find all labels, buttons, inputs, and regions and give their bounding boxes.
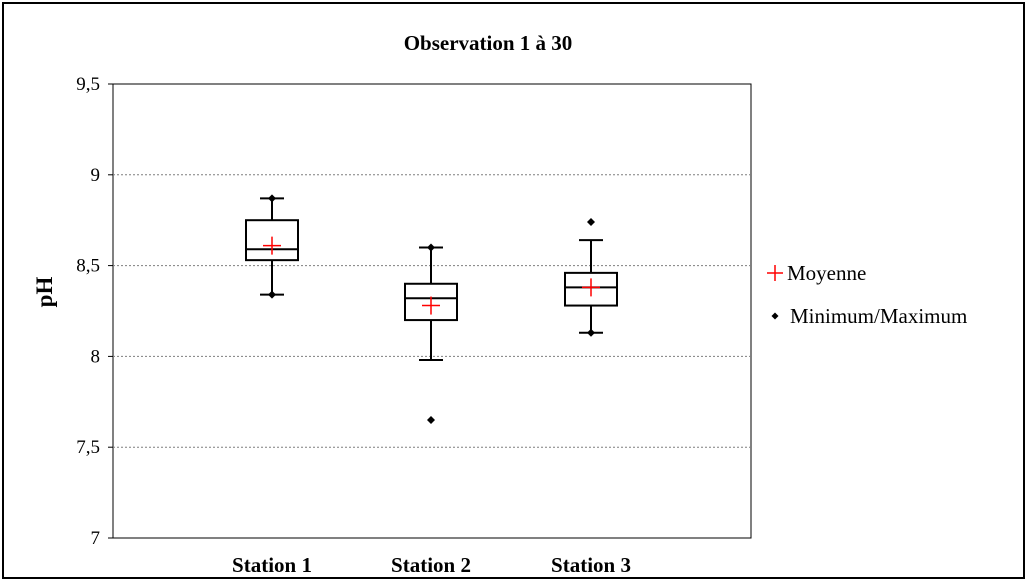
- y-axis-label: pH: [32, 277, 57, 308]
- y-tick-label: 7: [91, 528, 101, 549]
- legend: Moyenne Minimum/Maximum: [767, 261, 967, 328]
- y-tick-label: 9,5: [76, 74, 100, 95]
- maximum-marker: [587, 218, 595, 227]
- minimum-marker: [427, 415, 435, 424]
- legend-label-mean: Moyenne: [787, 261, 866, 285]
- x-tick-labels: Station 1 Station 2 Station 3: [232, 553, 631, 577]
- mean-marker: [263, 236, 281, 255]
- x-tick-label: Station 1: [232, 553, 312, 577]
- x-tick-label: Station 3: [551, 553, 631, 577]
- y-tick-label: 8: [91, 346, 101, 367]
- y-tick-label: 7,5: [76, 437, 100, 458]
- box-plot: [404, 243, 458, 424]
- minimum-marker: [268, 290, 276, 299]
- y-tick-labels: 7 7,5 8 8,5 9 9,5: [76, 74, 113, 549]
- legend-item-mean: Moyenne: [767, 261, 866, 285]
- minimum-marker: [587, 328, 595, 337]
- maximum-marker: [427, 243, 435, 252]
- y-tick-label: 9: [91, 165, 101, 186]
- mean-marker: [422, 296, 440, 315]
- y-tick-label: 8,5: [76, 256, 100, 277]
- box-plots: [245, 194, 618, 424]
- box-plot: [564, 218, 618, 337]
- legend-minmax-icon: [771, 312, 779, 320]
- x-tick-label: Station 2: [391, 553, 471, 577]
- maximum-marker: [268, 194, 276, 203]
- chart-title: Observation 1 à 30: [404, 31, 573, 55]
- chart-frame: [2, 2, 1025, 579]
- legend-item-minmax: Minimum/Maximum: [771, 304, 967, 328]
- legend-label-minmax: Minimum/Maximum: [790, 304, 967, 328]
- box-plot: [245, 194, 299, 299]
- plot-area: [112, 83, 752, 539]
- mean-marker: [582, 278, 600, 297]
